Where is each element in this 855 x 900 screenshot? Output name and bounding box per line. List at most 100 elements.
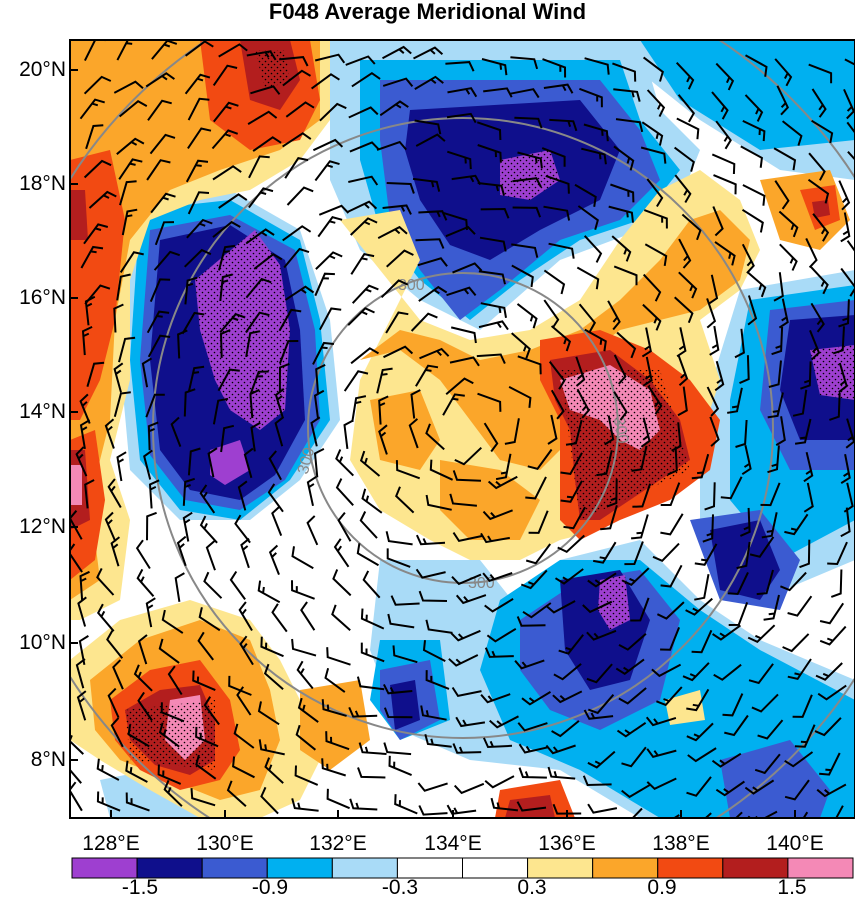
lon-label: 130°E	[196, 832, 254, 855]
wind-barb	[829, 392, 841, 421]
wind-barb	[803, 482, 814, 513]
wind-barb	[593, 541, 617, 564]
wind-barb	[656, 601, 685, 620]
wind-barb	[778, 298, 789, 329]
wind-barb	[746, 270, 767, 298]
wind-barb	[827, 541, 848, 566]
wind-barb	[694, 543, 718, 566]
wind-barb	[291, 546, 314, 570]
wind-barb	[257, 701, 280, 726]
wind-barb	[361, 488, 383, 514]
wind-barb	[351, 284, 379, 304]
wind-barb	[116, 451, 127, 482]
wind-barb	[641, 121, 664, 146]
wind-barb	[415, 568, 446, 579]
wind-barb	[640, 146, 667, 164]
wind-barb	[233, 723, 255, 749]
wind-barb	[741, 208, 764, 233]
wind-barb	[660, 482, 681, 506]
wind-barb	[306, 515, 319, 546]
wind-barb	[154, 221, 175, 246]
wind-barb	[844, 58, 855, 66]
wind-barb	[376, 140, 407, 151]
wind-barb	[714, 360, 725, 392]
wind-barb	[271, 505, 283, 536]
wind-barb	[792, 389, 808, 417]
wind-barb	[809, 330, 821, 361]
wind-barb	[324, 668, 346, 693]
wind-barb	[583, 123, 609, 142]
wind-barb	[207, 447, 218, 478]
wind-barb	[621, 783, 651, 799]
wind-barb	[219, 273, 233, 302]
wind-barb	[832, 326, 845, 355]
wind-barb	[119, 251, 144, 273]
wind-barb	[418, 590, 448, 602]
wind-barb	[711, 752, 742, 768]
colorbar-box	[71, 857, 138, 879]
wind-barb	[480, 302, 507, 318]
wind-barb	[452, 262, 483, 274]
wind-barb	[217, 368, 240, 392]
wind-barb	[118, 336, 136, 363]
wind-barb	[197, 631, 214, 661]
wind-barb	[763, 594, 780, 621]
wind-barb	[691, 453, 710, 480]
wind-barb	[133, 664, 153, 692]
wind-barb	[84, 284, 111, 305]
wind-barb	[808, 152, 826, 181]
wind-barb	[383, 742, 412, 756]
wind-barb	[146, 310, 170, 334]
wind-barb	[677, 386, 688, 417]
wind-barb	[110, 717, 124, 748]
wind-barb	[552, 803, 582, 815]
wind-barb	[484, 775, 515, 789]
wind-barb	[267, 483, 284, 513]
wind-barb	[351, 395, 367, 423]
wind-barb	[378, 424, 388, 455]
wind-barb	[297, 697, 319, 723]
wind-barb	[642, 56, 664, 82]
wind-barb	[611, 235, 632, 262]
wind-barb	[767, 392, 784, 419]
wind-barb	[767, 445, 780, 474]
wind-barb	[113, 391, 131, 417]
wind-barb	[782, 633, 810, 653]
wind-barb	[715, 120, 732, 150]
wind-barb	[575, 356, 586, 387]
wind-barb	[357, 767, 386, 779]
wind-barb	[682, 662, 710, 682]
wind-barb	[586, 663, 613, 684]
wind-barb	[312, 138, 344, 152]
wind-barb	[184, 248, 212, 268]
wind-barb	[283, 247, 310, 269]
wind-barb	[525, 543, 551, 565]
wind-barb	[331, 604, 351, 631]
wind-barb	[356, 676, 385, 691]
wind-barb	[429, 459, 454, 481]
wind-barb	[177, 329, 188, 359]
wind-barb	[674, 174, 692, 204]
wind-barb	[517, 355, 542, 375]
wind-barb	[706, 386, 720, 417]
wind-barb	[218, 244, 236, 271]
wind-barb	[318, 204, 350, 216]
wind-barb	[518, 743, 549, 754]
wind-barb	[745, 54, 768, 77]
wind-barb	[451, 573, 482, 586]
wind-barb	[704, 482, 716, 511]
wind-barb	[187, 191, 210, 215]
wind-barb	[385, 311, 409, 334]
wind-barb	[84, 40, 106, 62]
wind-barb	[480, 532, 510, 544]
wind-barb	[651, 663, 682, 678]
wind-barb	[284, 285, 315, 301]
wind-barb	[686, 688, 710, 712]
wind-barb	[709, 325, 720, 356]
wind-barb	[579, 87, 603, 108]
wind-barb	[483, 422, 499, 453]
wind-barb	[326, 788, 350, 810]
wind-barb	[618, 633, 647, 651]
